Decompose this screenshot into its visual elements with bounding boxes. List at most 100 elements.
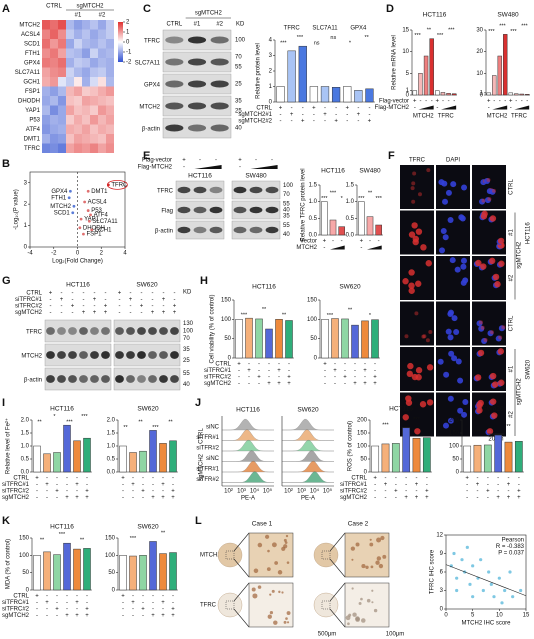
point-label: TFRC xyxy=(111,182,128,188)
y-tick-label: 1 xyxy=(24,223,28,229)
heat-cell xyxy=(74,143,82,153)
condition-sign: + xyxy=(35,594,39,600)
condition-sign: - xyxy=(324,119,326,125)
condition-sign: - xyxy=(278,362,280,368)
blot-band xyxy=(265,186,279,194)
condition-sign: - xyxy=(425,99,427,105)
condition-sign: - xyxy=(414,105,416,111)
condition-sign: - xyxy=(334,375,336,381)
heat-cell xyxy=(90,67,98,77)
row-label: #1 xyxy=(509,229,515,236)
bar xyxy=(412,437,421,473)
heat-cell xyxy=(82,48,90,58)
scatter-point xyxy=(479,558,483,562)
heat-cell xyxy=(82,67,90,77)
scale-label: 1 xyxy=(126,30,130,36)
heat-cell xyxy=(106,48,114,58)
tfrc-signal xyxy=(497,348,505,355)
y-tick-label: 0 xyxy=(112,588,116,594)
condition-sign: + xyxy=(486,489,490,495)
condition-sign: + xyxy=(323,239,327,245)
channel-label: DAPI xyxy=(446,158,460,164)
volcano-point xyxy=(79,217,83,221)
kd-label: KD xyxy=(236,22,245,28)
tfrc-signal xyxy=(421,334,426,339)
condition-sign: + xyxy=(496,495,500,501)
significance: *** xyxy=(297,35,304,41)
zoom-view xyxy=(248,582,294,628)
stain-cell xyxy=(283,620,287,624)
condition-sign: + xyxy=(333,368,337,374)
condition-sign: - xyxy=(119,297,121,303)
tfrc-signal xyxy=(415,280,422,287)
condition-sign: + xyxy=(363,381,367,387)
condition-sign: - xyxy=(162,607,164,613)
scale-label: 0 xyxy=(126,40,130,46)
heat-cell xyxy=(42,96,50,106)
stain-cell xyxy=(371,589,374,592)
heat-cell xyxy=(82,58,90,68)
flow-row-label: siNC xyxy=(206,425,220,431)
nucleus xyxy=(462,277,469,284)
zoom-region xyxy=(225,600,235,610)
tfrc-signal xyxy=(419,401,427,408)
condition-sign: + xyxy=(104,304,108,310)
condition-sign: + xyxy=(277,381,281,387)
y-tick-label: 50 xyxy=(108,570,115,576)
blot-label: TFRC xyxy=(157,189,174,195)
condition-sign: - xyxy=(142,495,144,501)
stain-cell xyxy=(278,590,281,594)
volcano-point xyxy=(67,196,71,200)
y-tick-label: 50 xyxy=(452,457,459,463)
bar xyxy=(423,55,429,96)
heat-cell xyxy=(98,67,106,77)
lane-label: #1 xyxy=(194,22,201,28)
condition-sign: - xyxy=(46,476,48,482)
blot-band xyxy=(187,102,207,110)
bar xyxy=(514,93,519,96)
condition-sign: - xyxy=(258,381,260,387)
nucleus xyxy=(495,335,502,342)
blot-band xyxy=(165,36,184,44)
nucleus xyxy=(457,407,464,414)
chart-title: SW480 xyxy=(359,168,381,175)
x-tick-label: -2 xyxy=(51,251,57,257)
condition-sign: - xyxy=(132,613,134,619)
bar xyxy=(494,434,503,473)
volcano-point xyxy=(71,211,75,215)
nucleus xyxy=(442,234,449,241)
condition-sign: - xyxy=(142,482,144,488)
condition-sign: - xyxy=(291,106,293,112)
heat-cell xyxy=(90,105,98,115)
condition-sign: - xyxy=(56,600,58,606)
y-tick-label: 150 xyxy=(357,431,368,437)
tfrc-signal xyxy=(476,402,483,409)
heat-cell xyxy=(42,77,50,87)
dose-wedge xyxy=(366,245,382,250)
significance: ** xyxy=(282,313,287,319)
y-axis-label: ROS (% of control) xyxy=(348,421,354,471)
group-label: sgMTCH2 xyxy=(517,378,523,406)
heat-cell xyxy=(66,105,74,115)
group-label: CTRL xyxy=(46,4,62,10)
tfrc-signal xyxy=(426,168,431,173)
stain-cell xyxy=(371,601,374,604)
heat-cell xyxy=(74,115,82,125)
nucleus xyxy=(498,325,505,332)
condition-sign: + xyxy=(373,476,377,482)
scatter-point xyxy=(489,582,493,586)
condition-sign: + xyxy=(182,158,186,164)
heat-cell xyxy=(58,48,66,58)
chart-title: SW480 xyxy=(497,12,519,19)
significance: *** xyxy=(382,422,389,428)
stain-cell xyxy=(257,585,262,589)
bar xyxy=(255,318,263,359)
condition-sign: - xyxy=(499,99,501,105)
condition-sign: - xyxy=(172,600,174,606)
heat-cell xyxy=(58,20,66,30)
blot-strip xyxy=(113,367,181,391)
heat-cell xyxy=(42,48,50,58)
stain-cell xyxy=(373,608,378,613)
case-label: Case 2 xyxy=(348,521,369,528)
bar xyxy=(402,427,411,473)
